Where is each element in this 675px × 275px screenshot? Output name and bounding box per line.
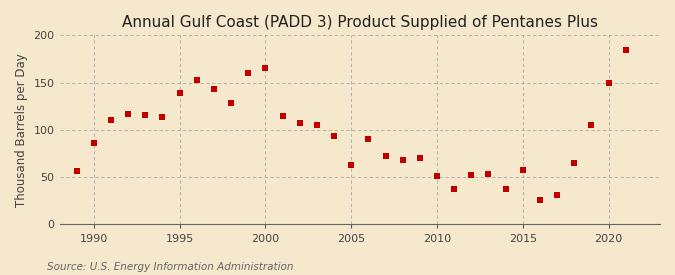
Point [483,172,494,177]
Point [243,71,254,75]
Point [535,198,545,202]
Point [157,114,168,119]
Point [551,193,562,197]
Point [105,118,116,123]
Point [88,141,99,145]
Title: Annual Gulf Coast (PADD 3) Product Supplied of Pentanes Plus: Annual Gulf Coast (PADD 3) Product Suppl… [122,15,598,30]
Point [294,121,305,125]
Point [346,163,356,167]
Point [414,156,425,161]
Point [225,101,236,106]
Point [174,91,185,95]
Point [586,123,597,127]
Point [192,78,202,82]
Point [466,173,477,177]
Point [329,133,340,138]
Point [431,174,442,178]
Point [260,66,271,71]
Point [363,137,374,142]
Point [72,168,82,173]
Point [140,112,151,117]
Point [123,112,134,116]
Point [603,80,614,85]
Point [311,123,322,127]
Point [277,114,288,118]
Point [569,161,580,165]
Point [380,154,391,159]
Point [500,186,511,191]
Point [398,158,408,162]
Point [620,47,631,52]
Text: Source: U.S. Energy Information Administration: Source: U.S. Energy Information Administ… [47,262,294,272]
Point [209,87,219,92]
Y-axis label: Thousand Barrels per Day: Thousand Barrels per Day [15,53,28,207]
Point [517,167,528,172]
Point [449,186,460,191]
